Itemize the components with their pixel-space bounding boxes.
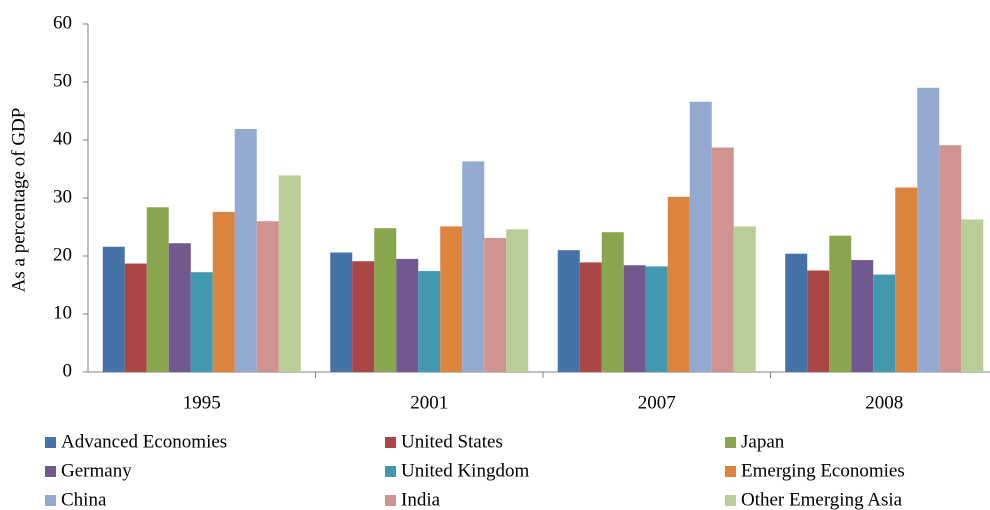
bar <box>462 161 485 372</box>
y-axis-label: As a percentage of GDP <box>8 108 29 293</box>
bar <box>895 187 918 372</box>
legend-swatch <box>385 437 396 448</box>
y-tick-label: 10 <box>53 302 72 323</box>
legend-swatch <box>725 466 736 477</box>
bar <box>733 226 756 372</box>
y-tick-label: 0 <box>63 360 73 381</box>
bar <box>330 252 353 372</box>
legend-swatch <box>725 495 736 506</box>
bar <box>506 229 529 372</box>
y-tick-label: 40 <box>53 128 72 149</box>
y-tick-label: 60 <box>53 12 72 33</box>
legend-label: Emerging Economies <box>741 460 905 481</box>
bar <box>190 272 213 372</box>
legend-swatch <box>45 495 56 506</box>
x-tick-label: 2007 <box>638 392 676 413</box>
bar <box>807 270 830 372</box>
bar <box>961 219 984 372</box>
bar <box>601 232 624 372</box>
bar <box>212 211 235 372</box>
legend-label: Advanced Economies <box>61 431 227 452</box>
legend-label: Other Emerging Asia <box>741 489 903 510</box>
bar <box>557 250 580 372</box>
bar <box>484 238 507 372</box>
bar <box>579 262 602 372</box>
bar <box>396 258 419 372</box>
x-tick-label: 1995 <box>183 392 221 413</box>
bar <box>645 266 668 372</box>
bar <box>917 87 940 373</box>
bar <box>124 263 147 372</box>
bar <box>168 243 191 372</box>
bar <box>851 260 874 372</box>
y-tick-label: 20 <box>53 244 72 265</box>
legend-label: Germany <box>61 460 132 481</box>
legend-label: United Kingdom <box>401 460 529 481</box>
legend-label: United States <box>401 431 503 452</box>
bar <box>418 271 441 372</box>
bar <box>440 226 463 372</box>
legend-swatch <box>385 495 396 506</box>
bar <box>939 145 962 372</box>
bar <box>711 147 734 372</box>
bar <box>667 196 690 372</box>
bar <box>689 101 712 372</box>
bar <box>829 235 852 372</box>
x-tick-label: 2008 <box>865 392 903 413</box>
bar <box>146 207 169 372</box>
legend-label: Japan <box>741 431 785 452</box>
legend-swatch <box>45 437 56 448</box>
y-tick-label: 50 <box>53 70 72 91</box>
legend-swatch <box>725 437 736 448</box>
legend-label: China <box>61 489 107 510</box>
bar <box>256 221 279 372</box>
legend-label: India <box>401 489 441 510</box>
legend-swatch <box>385 466 396 477</box>
bar <box>785 253 808 372</box>
bar <box>102 246 125 372</box>
bar <box>278 175 301 372</box>
legend-swatch <box>45 466 56 477</box>
bar <box>623 265 646 372</box>
bar <box>352 261 375 372</box>
y-tick-label: 30 <box>53 186 72 207</box>
bar <box>234 128 257 372</box>
bar <box>873 274 896 372</box>
bar <box>374 228 397 372</box>
x-tick-label: 2001 <box>410 392 448 413</box>
